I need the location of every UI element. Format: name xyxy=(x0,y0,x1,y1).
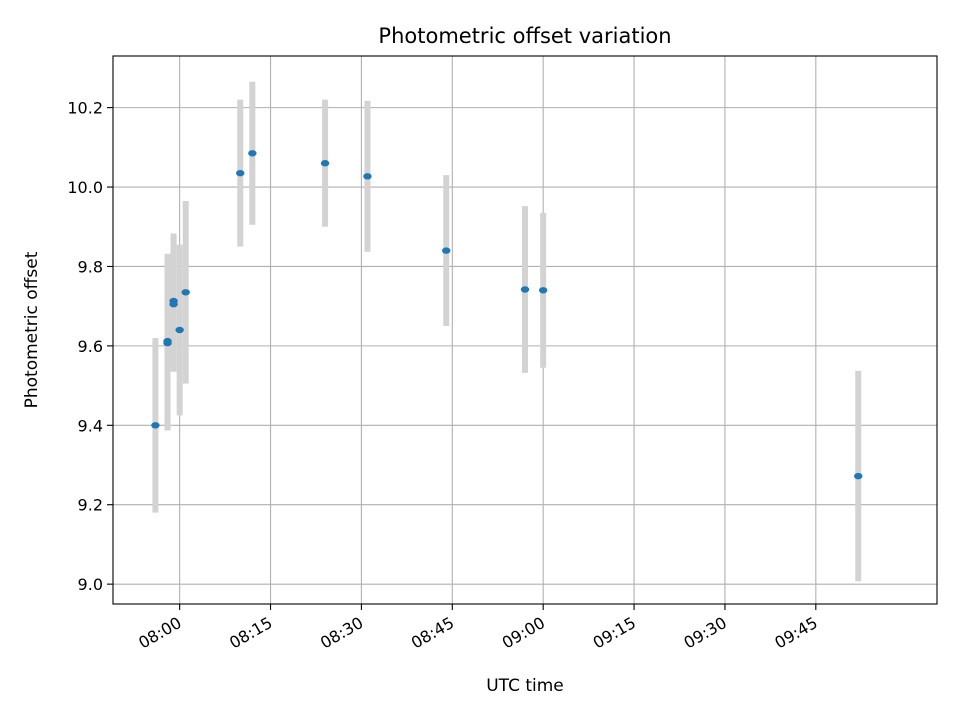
x-tick-label: 08:30 xyxy=(317,613,366,653)
error-bars xyxy=(152,81,862,582)
data-point xyxy=(854,472,863,480)
data-points xyxy=(151,150,863,480)
x-tick-label: 09:30 xyxy=(681,613,730,653)
x-axis-label: UTC time xyxy=(486,676,564,696)
x-tick-label: 08:00 xyxy=(135,613,184,653)
data-point xyxy=(181,289,190,296)
x-tick-label: 09:15 xyxy=(590,613,639,653)
data-point xyxy=(175,326,184,334)
y-tick-label: 9.6 xyxy=(78,337,103,356)
data-point xyxy=(236,169,245,177)
y-tick-label: 10.2 xyxy=(67,99,103,118)
y-tick-label: 9.0 xyxy=(78,575,103,594)
y-tick-label: 9.2 xyxy=(78,496,103,515)
plot-frame xyxy=(112,55,938,605)
data-point xyxy=(538,287,548,294)
y-axis-label: Photometric offset xyxy=(22,251,42,408)
x-tick-label: 08:15 xyxy=(226,613,275,653)
x-tick-label: 09:00 xyxy=(499,613,548,653)
data-point xyxy=(520,286,530,293)
data-point xyxy=(442,247,451,254)
y-tick-label: 10.0 xyxy=(67,178,103,197)
data-point xyxy=(363,173,372,180)
x-tick-label: 08:45 xyxy=(408,613,457,653)
data-point xyxy=(320,160,330,167)
data-point xyxy=(151,422,160,429)
x-tick-label: 09:45 xyxy=(771,613,820,653)
data-point xyxy=(169,300,178,308)
y-axis-ticks: 9.0 9.2 9.4 9.6 9.8 10.0 10.2 xyxy=(67,99,113,594)
x-axis-ticks: 08:00 08:15 08:30 08:45 09:00 09:15 09:30 09:45 xyxy=(135,604,821,653)
y-tick-label: 9.4 xyxy=(78,416,103,435)
data-point xyxy=(248,150,257,157)
chart-title: Photometric offset variation xyxy=(378,24,671,48)
y-tick-label: 9.8 xyxy=(78,257,103,276)
data-point xyxy=(163,337,172,345)
